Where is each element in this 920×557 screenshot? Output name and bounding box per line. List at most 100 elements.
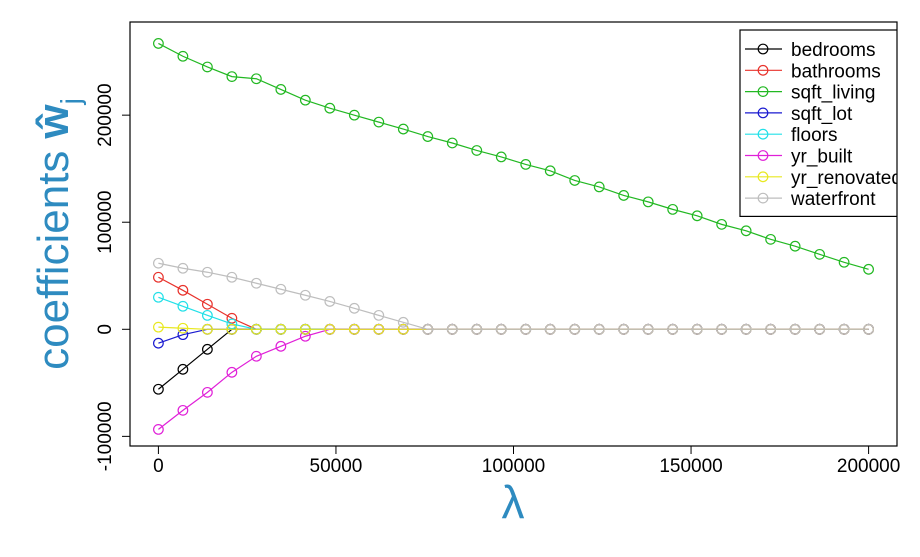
data-point (324, 323, 336, 335)
legend-marker (757, 150, 769, 161)
legend-label: bedrooms (791, 40, 876, 61)
plot-area: bedroomsbathroomssqft_livingsqft_lotfloo… (153, 29, 902, 435)
data-point (569, 175, 581, 186)
data-point (691, 210, 703, 222)
series-line (158, 296, 869, 330)
data-point (740, 323, 752, 335)
data-point (348, 323, 360, 335)
data-point (250, 73, 262, 85)
data-point (373, 323, 385, 335)
y-tick-label: 0 (95, 324, 116, 335)
data-point (544, 323, 556, 335)
data-point (153, 383, 164, 395)
x-tick-label: 200000 (837, 456, 900, 477)
data-point (838, 256, 850, 268)
series-line (158, 328, 869, 430)
data-point (275, 84, 287, 95)
data-point (153, 257, 164, 269)
data-point (446, 323, 458, 335)
data-point (373, 116, 385, 128)
data-point (153, 291, 164, 303)
data-point (299, 330, 311, 342)
data-point (642, 323, 654, 335)
y-axis-label-text: coefficients (29, 151, 78, 370)
x-tick-label: 150000 (659, 456, 722, 477)
data-point (495, 323, 507, 335)
series-line (158, 328, 869, 344)
data-point (226, 312, 238, 324)
data-point (814, 323, 826, 335)
data-point (226, 366, 238, 378)
data-point (177, 322, 189, 334)
data-point (863, 263, 874, 275)
legend-label: yr_built (791, 147, 853, 168)
data-point (177, 262, 189, 274)
data-point (642, 196, 654, 208)
data-point (593, 323, 605, 335)
data-point (201, 343, 213, 355)
data-point (789, 240, 801, 252)
legend-marker (757, 192, 769, 204)
data-point (348, 109, 360, 121)
data-point (691, 323, 703, 335)
data-point (765, 323, 777, 335)
legend-marker (757, 128, 769, 140)
data-point (153, 38, 164, 49)
legend-marker (757, 64, 769, 76)
data-point (201, 386, 213, 398)
data-point (814, 248, 826, 260)
y-tick-label: -100000 (95, 401, 116, 471)
y-tick-label: 200000 (95, 83, 116, 146)
data-point (422, 131, 434, 142)
data-point (765, 233, 777, 245)
data-point (226, 323, 238, 335)
legend-marker (757, 171, 769, 183)
legend-label: yr_renovated (791, 168, 902, 189)
data-point (250, 350, 262, 362)
data-point (201, 298, 213, 310)
data-point (275, 323, 287, 335)
data-point (740, 225, 752, 237)
legend-label: bathrooms (791, 61, 881, 82)
data-point (177, 300, 189, 312)
data-point (250, 323, 262, 335)
data-point (299, 289, 311, 301)
data-point (153, 271, 164, 283)
data-point (153, 321, 164, 333)
legend-box (739, 29, 897, 217)
y-axis-label: coefficients ŵj (29, 98, 86, 370)
legend-marker (757, 86, 769, 97)
legend-label: sqft_living (791, 83, 876, 104)
legend-label: floors (791, 125, 837, 146)
data-point (153, 424, 164, 435)
data-point (520, 159, 532, 170)
data-point (299, 94, 311, 106)
data-point (324, 102, 336, 114)
data-point (716, 218, 728, 230)
legend-label: waterfront (790, 189, 876, 210)
data-point (520, 323, 532, 335)
data-point (593, 181, 605, 193)
data-point (618, 323, 630, 335)
data-point (667, 203, 679, 215)
series-line (158, 328, 869, 390)
data-point (789, 323, 801, 335)
y-axis-label-subscript: j (55, 98, 86, 105)
data-point (397, 316, 409, 328)
x-tick-label: 50000 (310, 456, 363, 477)
data-point (177, 284, 189, 296)
data-point (618, 190, 630, 201)
data-point (299, 323, 311, 335)
data-point (716, 323, 728, 335)
data-point (667, 323, 679, 335)
data-point (863, 323, 874, 335)
x-tick-label: 0 (153, 456, 164, 477)
data-point (348, 302, 360, 314)
data-point (422, 323, 434, 335)
data-point (226, 71, 238, 83)
data-point (324, 296, 336, 307)
data-point (275, 283, 287, 295)
legend-marker (757, 43, 769, 55)
data-point (177, 363, 189, 375)
